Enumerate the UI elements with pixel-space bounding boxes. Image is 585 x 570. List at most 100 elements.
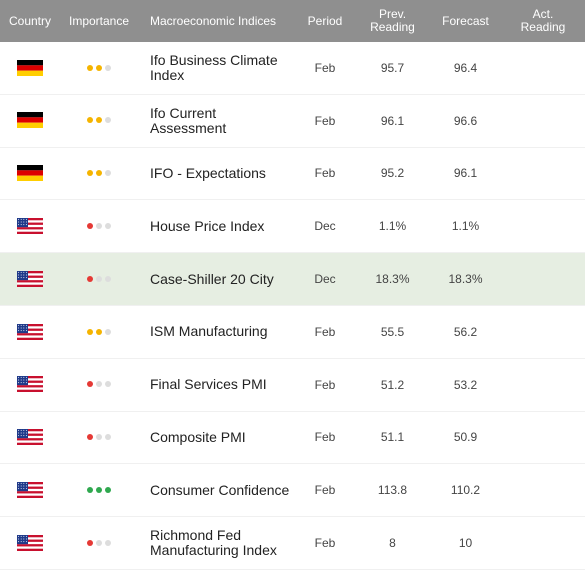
period-value: Feb — [314, 166, 336, 181]
indicator-name[interactable]: Ifo Current Assessment — [150, 104, 227, 136]
country-cell — [0, 534, 60, 552]
importance-cell — [60, 217, 138, 235]
importance-dot — [87, 117, 93, 124]
forecast-value: 10 — [458, 536, 473, 551]
country-cell — [0, 481, 60, 499]
indicator-name[interactable]: Consumer Confidence — [150, 481, 290, 498]
country-cell — [0, 376, 60, 394]
country-cell — [0, 164, 60, 182]
table-row[interactable]: Ifo Business Climate Index Feb 95.7 96.4 — [0, 42, 585, 95]
forecast-value: 1.1% — [451, 219, 480, 234]
forecast-value: 56.2 — [453, 324, 478, 339]
usa-flag-icon — [17, 482, 43, 499]
importance-dots — [87, 170, 111, 177]
header-country[interactable]: Country — [8, 14, 52, 28]
importance-dot — [87, 539, 93, 546]
table-row[interactable]: Richmond Fed Manufacturing Index Feb 8 1… — [0, 517, 585, 570]
importance-cell — [60, 112, 138, 130]
country-cell — [0, 270, 60, 288]
table-row[interactable]: Consumer Confidence Feb 113.8 110.2 — [0, 464, 585, 518]
importance-cell — [60, 428, 138, 446]
importance-dot — [105, 381, 111, 388]
importance-dot — [105, 275, 111, 282]
importance-dot — [87, 434, 93, 441]
importance-cell — [60, 323, 138, 341]
importance-dots — [87, 539, 111, 546]
importance-dot — [105, 434, 111, 441]
usa-flag-icon — [17, 376, 43, 393]
period-value: Feb — [314, 324, 336, 339]
importance-dots — [87, 117, 111, 124]
header-index[interactable]: Macroeconomic Indices — [150, 14, 277, 28]
importance-dot — [105, 539, 111, 546]
header-act-reading[interactable]: Act. Reading — [501, 8, 585, 34]
importance-cell — [60, 376, 138, 394]
period-value: Feb — [314, 60, 336, 75]
table-row[interactable]: Case-Shiller 20 City Dec 18.3% 18.3% — [0, 253, 585, 306]
indicator-name[interactable]: Ifo Business Climate Index — [150, 51, 278, 83]
header-period[interactable]: Period — [307, 14, 343, 28]
prev-reading-value: 96.1 — [380, 113, 405, 128]
importance-dot — [96, 328, 102, 335]
indicator-name[interactable]: IFO - Expectations — [150, 164, 266, 181]
indicator-name[interactable]: Composite PMI — [150, 428, 246, 445]
importance-dot — [96, 275, 102, 282]
period-value: Feb — [314, 377, 336, 392]
forecast-value: 96.4 — [453, 60, 478, 75]
header-forecast[interactable]: Forecast — [442, 14, 489, 28]
table-row[interactable]: Final Services PMI Feb 51.2 53.2 — [0, 358, 585, 412]
forecast-value: 96.6 — [453, 113, 478, 128]
table-header: Country Importance Macroeconomic Indices… — [0, 0, 585, 42]
importance-dot — [105, 328, 111, 335]
period-value: Feb — [314, 536, 336, 551]
table-row[interactable]: House Price Index Dec 1.1% 1.1% — [0, 200, 585, 254]
table-row[interactable]: Composite PMI Feb 51.1 50.9 — [0, 411, 585, 465]
period-value: Feb — [314, 430, 336, 445]
importance-dots — [87, 64, 111, 71]
forecast-value: 53.2 — [453, 377, 478, 392]
country-cell — [0, 112, 60, 130]
table-body: Ifo Business Climate Index Feb 95.7 96.4… — [0, 42, 585, 570]
importance-dot — [96, 539, 102, 546]
germany-flag-icon — [17, 165, 43, 182]
importance-dot — [87, 328, 93, 335]
importance-dots — [87, 275, 111, 282]
importance-cell — [60, 534, 138, 552]
importance-dots — [87, 328, 111, 335]
country-cell — [0, 428, 60, 446]
importance-cell — [60, 481, 138, 499]
importance-dot — [96, 170, 102, 177]
importance-dot — [87, 487, 93, 494]
country-cell — [0, 323, 60, 341]
indicator-name[interactable]: ISM Manufacturing — [150, 323, 268, 340]
table-row[interactable]: ISM Manufacturing Feb 55.5 56.2 — [0, 305, 585, 359]
importance-cell — [60, 164, 138, 182]
importance-dots — [87, 487, 111, 494]
prev-reading-value: 51.1 — [380, 430, 405, 445]
header-prev-reading[interactable]: Prev. Reading — [355, 8, 430, 34]
importance-dot — [87, 170, 93, 177]
indicator-name[interactable]: House Price Index — [150, 217, 265, 234]
indicator-name[interactable]: Richmond Fed Manufacturing Index — [150, 527, 277, 559]
importance-dot — [87, 381, 93, 388]
indicator-name[interactable]: Case-Shiller 20 City — [150, 270, 274, 287]
forecast-value: 50.9 — [453, 430, 478, 445]
header-importance[interactable]: Importance — [68, 14, 130, 28]
table-row[interactable]: Ifo Current Assessment Feb 96.1 96.6 — [0, 94, 585, 148]
prev-reading-value: 51.2 — [380, 377, 405, 392]
prev-reading-value: 8 — [389, 536, 396, 551]
header-prev-line1: Prev. — [378, 7, 407, 21]
importance-dot — [105, 223, 111, 230]
germany-flag-icon — [17, 112, 43, 129]
importance-dot — [87, 275, 93, 282]
country-cell — [0, 59, 60, 77]
indicator-name[interactable]: Final Services PMI — [150, 376, 267, 393]
prev-reading-value: 95.7 — [380, 60, 405, 75]
importance-dot — [96, 117, 102, 124]
importance-dot — [105, 117, 111, 124]
table-row[interactable]: IFO - Expectations Feb 95.2 96.1 — [0, 147, 585, 201]
prev-reading-value: 55.5 — [380, 324, 405, 339]
importance-dot — [96, 381, 102, 388]
period-value: Dec — [314, 272, 336, 287]
